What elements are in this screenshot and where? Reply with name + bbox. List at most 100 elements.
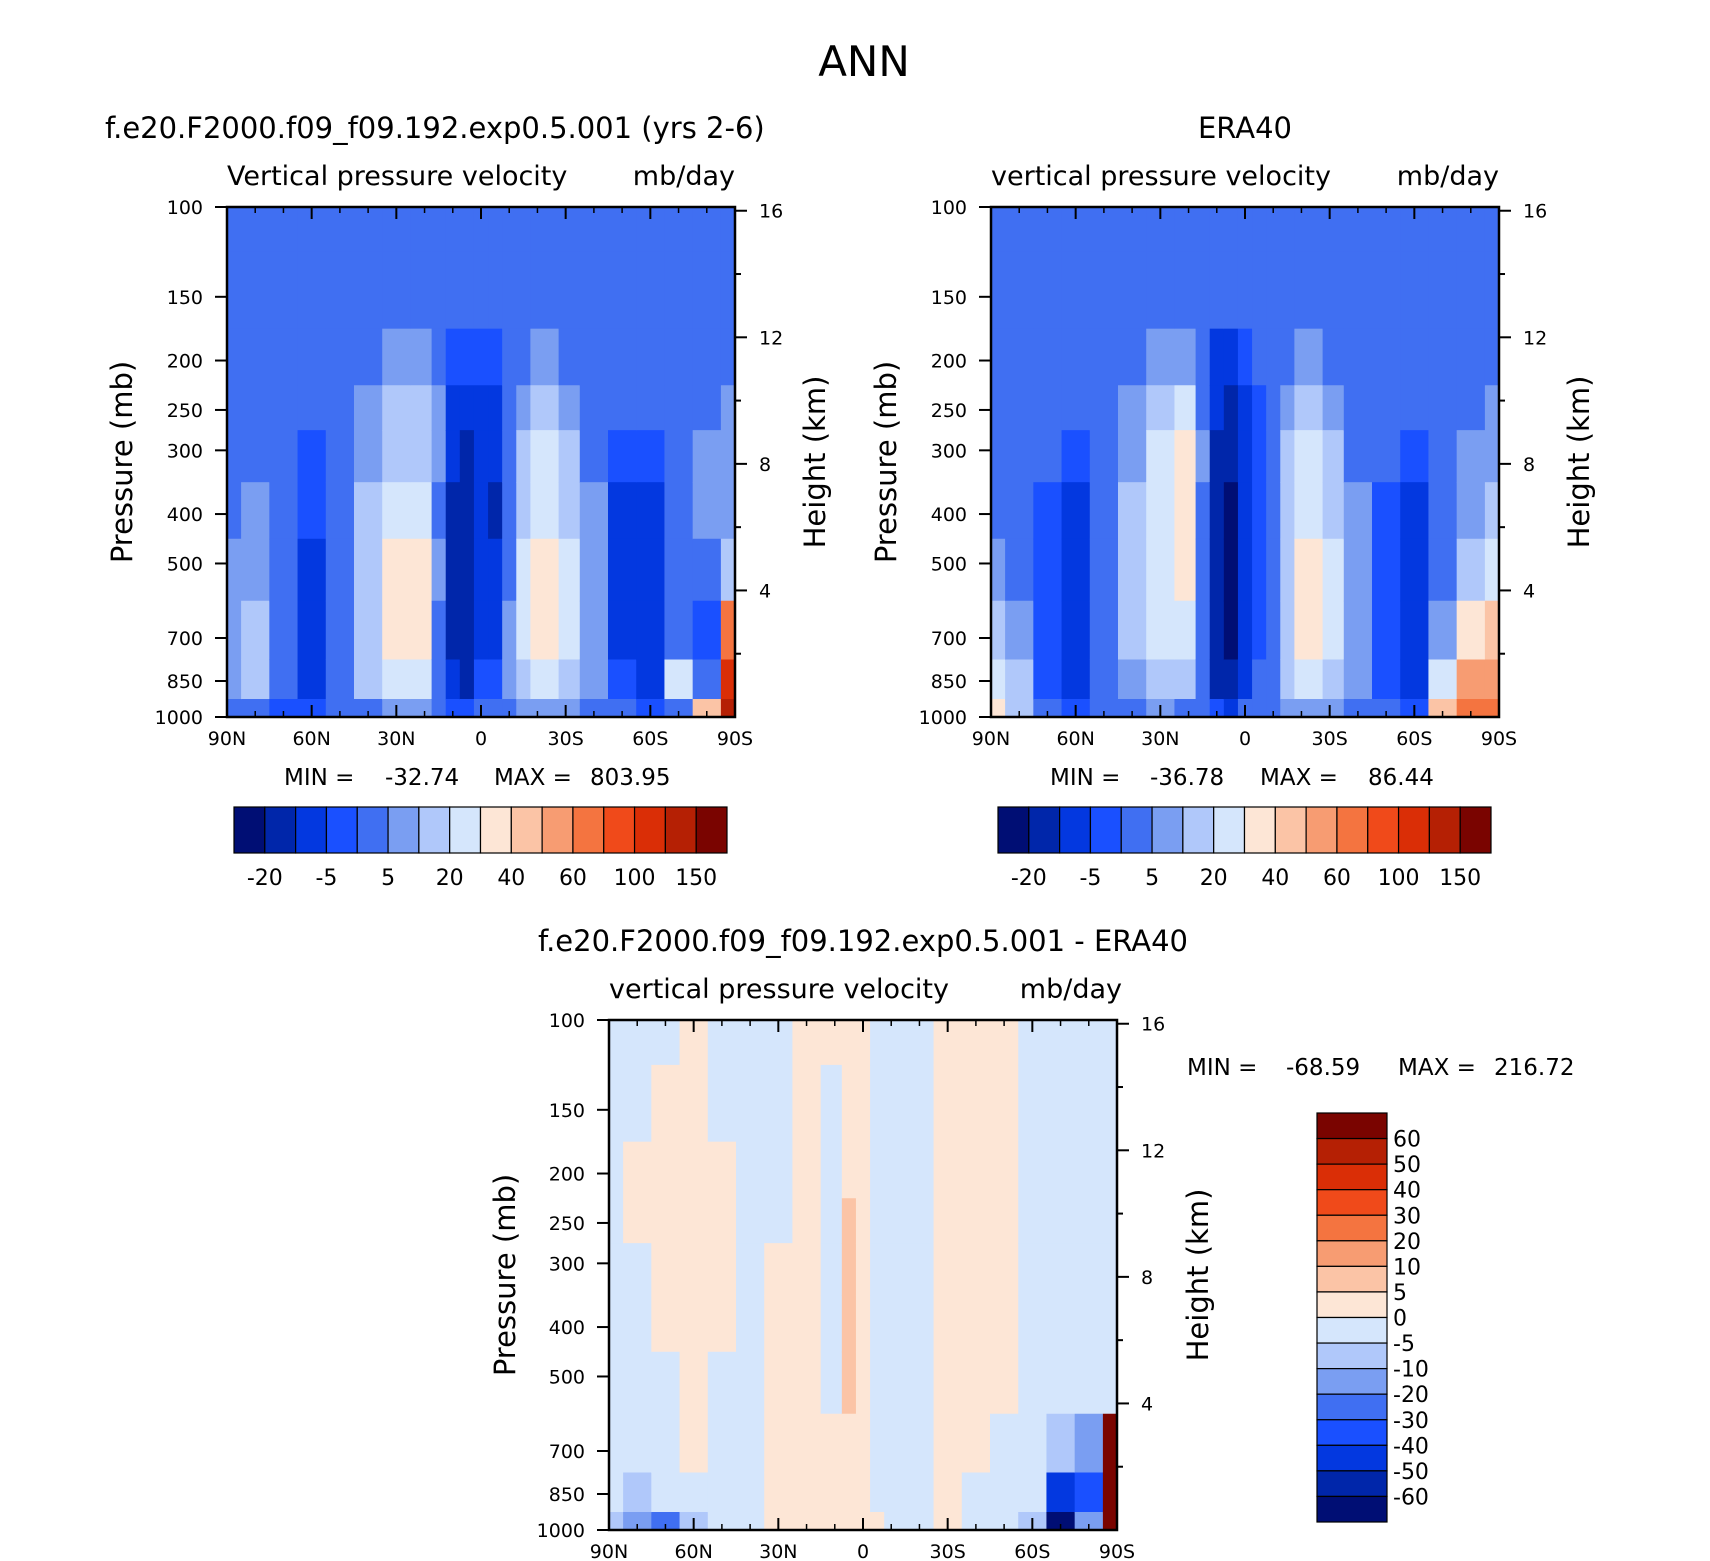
contour-cell (1102, 1413, 1117, 1474)
contour-cell (623, 1064, 652, 1143)
contour-cell (544, 328, 560, 386)
contour-cell (1074, 1512, 1104, 1530)
contour-cell (1102, 1064, 1117, 1143)
contour-cell (558, 600, 581, 661)
contour-cell (1308, 207, 1324, 253)
contour-cell (1400, 600, 1430, 661)
contour-cell (488, 430, 503, 483)
contour-cell (884, 1413, 906, 1474)
contour-cell (579, 251, 609, 330)
contour-cell (1294, 600, 1310, 661)
panel-difference-ylabel: Pressure (mb) (488, 1174, 522, 1376)
contour-cell (623, 1295, 652, 1353)
y-tick-label: 200 (549, 1164, 585, 1186)
contour-cell (608, 659, 637, 700)
contour-cell (1280, 430, 1295, 483)
colorbar-box (541, 806, 574, 854)
contour-cell (558, 328, 581, 386)
contour-cell (241, 328, 270, 386)
contour-cell (1237, 207, 1253, 253)
contour-cell (841, 1295, 857, 1353)
x-tick-label: 30S (1312, 728, 1348, 750)
x-tick-label: 0 (1239, 728, 1251, 750)
contour-cell (1102, 1198, 1117, 1244)
contour-cell (1428, 659, 1458, 700)
contour-cell (679, 1064, 709, 1143)
colorbar-box (1367, 806, 1400, 854)
contour-cell (325, 207, 355, 253)
contour-cell (1033, 699, 1063, 717)
contour-cell (473, 430, 489, 483)
panel-difference-min-value: -68.59 (1286, 1055, 1360, 1081)
contour-cell (530, 385, 546, 431)
contour-cell (692, 251, 722, 330)
x-tick-label: 0 (475, 728, 487, 750)
contour-cell (1343, 430, 1373, 483)
contour-cell (692, 328, 722, 386)
contour-cell (1074, 1295, 1104, 1353)
contour-cell (961, 1020, 991, 1066)
contour-cell (502, 328, 517, 386)
contour-cell (792, 1512, 822, 1530)
contour-cell (870, 1020, 885, 1066)
contour-cell (820, 1512, 843, 1530)
contour-cell (1428, 328, 1458, 386)
panel-obs-colorbar: -20 -5 5 20 40 60 100 150 (997, 806, 1492, 891)
contour-cell (820, 1413, 843, 1474)
contour-cell (1074, 1351, 1104, 1415)
contour-cell (1280, 699, 1295, 717)
contour-cell (1033, 328, 1063, 386)
contour-cell (1237, 251, 1253, 330)
contour-cell (1061, 385, 1091, 431)
colorbar-box (603, 806, 636, 854)
contour-cell (544, 600, 560, 661)
contour-cell (473, 251, 489, 330)
contour-cell (1400, 482, 1430, 540)
contour-cell (884, 1295, 906, 1353)
contour-cell (1308, 328, 1324, 386)
panel-model-colorbar: -20 -5 5 20 40 60 100 150 (233, 806, 728, 891)
y-right-tick-label: 8 (1141, 1267, 1153, 1289)
y-tick-label: 400 (167, 504, 203, 526)
contour-cell (1118, 251, 1147, 330)
contour-cell (1146, 251, 1176, 330)
contour-cell (991, 600, 1006, 661)
contour-cell (841, 1064, 857, 1143)
contour-cell (1484, 251, 1499, 330)
contour-cell (544, 659, 560, 700)
contour-cell (579, 385, 609, 431)
y-right-tick-label: 12 (759, 327, 783, 349)
y-tick-label: 1000 (155, 707, 203, 729)
y-tick-label: 200 (931, 351, 967, 373)
contour-cell (1174, 600, 1197, 661)
colorbar-box (1316, 1444, 1388, 1472)
contour-cell (410, 600, 433, 661)
contour-cell (459, 430, 475, 483)
contour-cell (1089, 207, 1119, 253)
contour-cell (1223, 659, 1239, 700)
contour-cell (354, 328, 383, 386)
contour-cell (792, 1472, 822, 1513)
contour-cell (1074, 1472, 1104, 1513)
contour-cell (1428, 600, 1458, 661)
colorbar-box (1305, 806, 1338, 854)
contour-cell (1102, 1243, 1117, 1296)
contour-cell (558, 385, 581, 431)
contour-cell (1089, 659, 1119, 700)
contour-cell (664, 251, 694, 330)
contour-cell (792, 1295, 822, 1353)
contour-cell (636, 385, 666, 431)
contour-cell (1266, 430, 1281, 483)
contour-cell (530, 600, 546, 661)
contour-cell (870, 1064, 885, 1143)
contour-cell (1089, 699, 1119, 717)
contour-cell (855, 1413, 871, 1474)
contour-cell (558, 538, 581, 602)
contour-cell (1005, 482, 1034, 540)
x-tick-label: 90N (972, 728, 1010, 750)
contour-cell (579, 328, 609, 386)
contour-cell (431, 207, 447, 253)
contour-cell (410, 482, 433, 540)
contour-cell (1195, 600, 1211, 661)
contour-cell (530, 251, 546, 330)
